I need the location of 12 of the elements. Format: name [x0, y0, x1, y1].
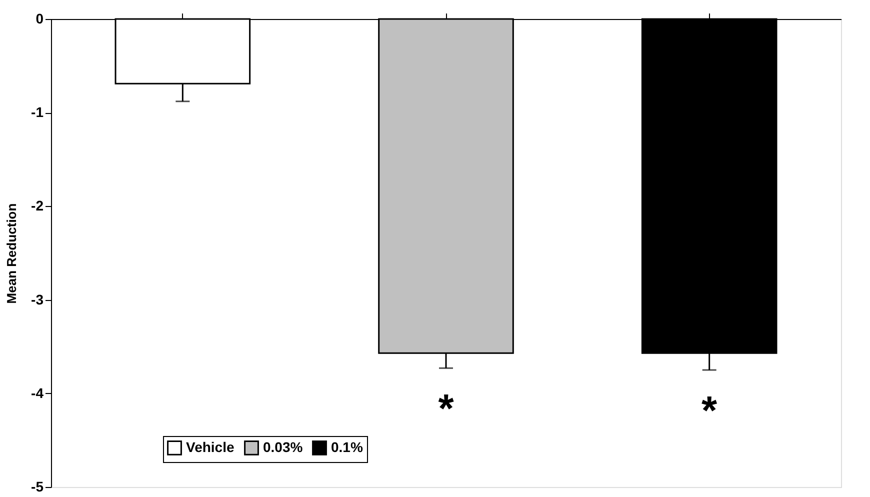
y-tick-label: -4 — [31, 384, 44, 401]
data-label: * — [438, 387, 454, 432]
y-tick-label: -5 — [31, 478, 44, 494]
data-label: * — [702, 389, 718, 433]
legend-label: Vehicle — [186, 438, 234, 455]
y-tick-label: 0 — [36, 10, 44, 26]
y-tick-label: -3 — [31, 291, 44, 308]
legend-label: 0.1% — [331, 438, 364, 455]
y-tick-label: -1 — [31, 104, 44, 120]
legend-label: 0.03% — [263, 438, 304, 455]
y-tick-label: -2 — [31, 198, 44, 214]
y-axis-title: Mean Reduction — [4, 203, 20, 304]
